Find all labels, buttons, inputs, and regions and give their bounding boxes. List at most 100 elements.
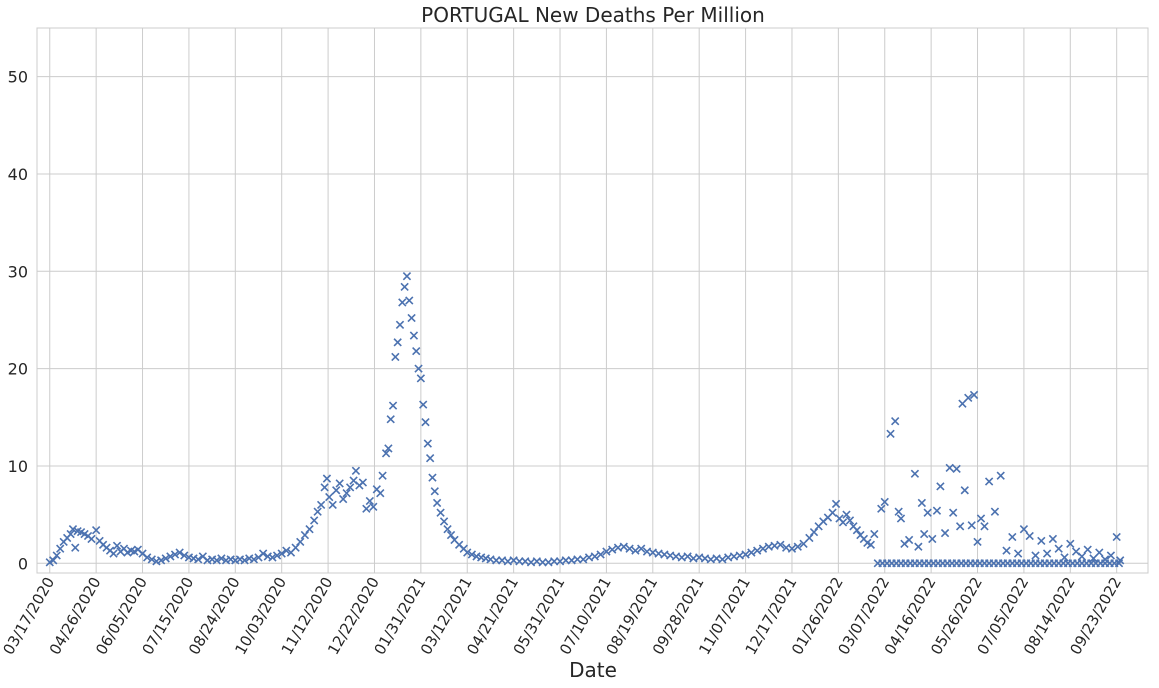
data-point-marker bbox=[904, 535, 914, 545]
data-point-marker bbox=[428, 473, 437, 482]
data-point-marker bbox=[1095, 548, 1104, 557]
data-point-marker bbox=[362, 504, 371, 513]
data-point-marker bbox=[964, 393, 973, 402]
data-point-marker bbox=[381, 449, 391, 458]
data-point-marker bbox=[217, 554, 226, 563]
data-point-marker bbox=[268, 553, 277, 562]
data-point-marker bbox=[1112, 532, 1121, 542]
data-point-marker bbox=[996, 471, 1005, 480]
data-point-marker bbox=[1048, 534, 1058, 544]
data-point-marker bbox=[852, 526, 862, 535]
data-point-marker bbox=[467, 550, 477, 559]
data-point-marker bbox=[175, 548, 184, 557]
data-point-marker bbox=[161, 554, 170, 563]
y-tick-label: 0 bbox=[18, 554, 28, 573]
data-point-marker bbox=[1066, 539, 1075, 548]
data-point-marker bbox=[194, 555, 203, 564]
data-point-marker bbox=[753, 546, 762, 555]
data-point-marker bbox=[952, 464, 961, 474]
data-point-marker bbox=[272, 551, 282, 560]
data-point-marker bbox=[463, 548, 472, 557]
data-point-marker bbox=[328, 500, 337, 510]
data-point-marker bbox=[400, 282, 409, 292]
data-point-marker bbox=[602, 547, 611, 556]
data-point-marker bbox=[1031, 551, 1040, 560]
data-point-marker bbox=[776, 540, 785, 549]
data-point-marker bbox=[747, 548, 756, 557]
data-point-marker bbox=[940, 528, 950, 538]
grid-lines bbox=[37, 28, 1148, 573]
data-point-marker bbox=[300, 530, 310, 540]
data-point-marker bbox=[143, 553, 152, 562]
data-point-marker bbox=[920, 529, 929, 539]
y-tick-label: 50 bbox=[8, 68, 28, 87]
data-point-marker bbox=[407, 313, 416, 323]
data-points bbox=[45, 272, 1125, 568]
data-point-marker bbox=[436, 508, 445, 517]
data-point-marker bbox=[805, 533, 814, 543]
data-point-marker bbox=[949, 508, 958, 517]
data-point-marker bbox=[112, 541, 122, 550]
data-point-marker bbox=[596, 550, 605, 559]
data-point-marker bbox=[322, 474, 332, 483]
data-point-marker bbox=[409, 331, 419, 340]
data-point-marker bbox=[393, 338, 402, 347]
data-point-marker bbox=[741, 550, 750, 559]
data-point-marker bbox=[430, 487, 439, 496]
data-point-marker bbox=[443, 525, 452, 534]
data-point-marker bbox=[896, 514, 906, 523]
data-point-marker bbox=[923, 508, 932, 517]
data-point-marker bbox=[332, 486, 341, 495]
data-point-marker bbox=[358, 478, 368, 487]
data-point-marker bbox=[432, 498, 442, 508]
data-point-marker bbox=[758, 544, 768, 553]
data-point-marker bbox=[1037, 536, 1046, 546]
data-point-marker bbox=[1060, 553, 1069, 562]
data-point-marker bbox=[891, 417, 900, 426]
data-point-marker bbox=[414, 364, 423, 373]
data-point-marker bbox=[831, 499, 841, 509]
data-point-marker bbox=[1002, 546, 1011, 555]
data-point-marker bbox=[683, 552, 692, 561]
y-tick-label: 20 bbox=[8, 360, 28, 379]
data-point-marker bbox=[877, 504, 886, 513]
data-point-marker bbox=[866, 540, 875, 549]
data-point-marker bbox=[369, 502, 378, 511]
data-point-marker bbox=[838, 518, 848, 527]
data-point-marker bbox=[68, 525, 78, 534]
data-point-marker bbox=[425, 453, 435, 463]
data-point-marker bbox=[296, 537, 305, 547]
data-point-marker bbox=[384, 444, 393, 453]
data-point-marker bbox=[910, 469, 920, 478]
data-point-marker bbox=[249, 555, 259, 564]
data-point-marker bbox=[894, 507, 903, 516]
data-point-marker bbox=[886, 429, 895, 438]
data-point-marker bbox=[1100, 555, 1110, 564]
data-point-marker bbox=[277, 549, 286, 558]
data-point-marker bbox=[936, 482, 945, 491]
data-point-marker bbox=[71, 543, 80, 552]
data-point-marker bbox=[66, 529, 75, 539]
data-point-marker bbox=[1042, 549, 1052, 558]
data-point-marker bbox=[1025, 531, 1034, 541]
data-point-marker bbox=[365, 496, 375, 506]
data-point-marker bbox=[793, 542, 802, 551]
data-point-marker bbox=[914, 542, 923, 551]
data-point-marker bbox=[990, 507, 1000, 516]
data-point-marker bbox=[109, 549, 118, 558]
data-point-marker bbox=[345, 483, 355, 492]
data-point-marker bbox=[619, 542, 628, 551]
data-point-marker bbox=[590, 552, 599, 561]
data-point-marker bbox=[423, 439, 432, 448]
data-point-marker bbox=[845, 516, 855, 525]
data-point-marker bbox=[412, 346, 421, 356]
data-point-marker bbox=[984, 477, 994, 486]
data-point-marker bbox=[637, 544, 646, 553]
data-point-marker bbox=[291, 543, 300, 552]
data-point-marker bbox=[156, 556, 166, 565]
data-point-marker bbox=[386, 415, 395, 424]
data-point-marker bbox=[405, 296, 414, 305]
plot-frame bbox=[36, 27, 1149, 574]
data-point-marker bbox=[342, 489, 351, 498]
